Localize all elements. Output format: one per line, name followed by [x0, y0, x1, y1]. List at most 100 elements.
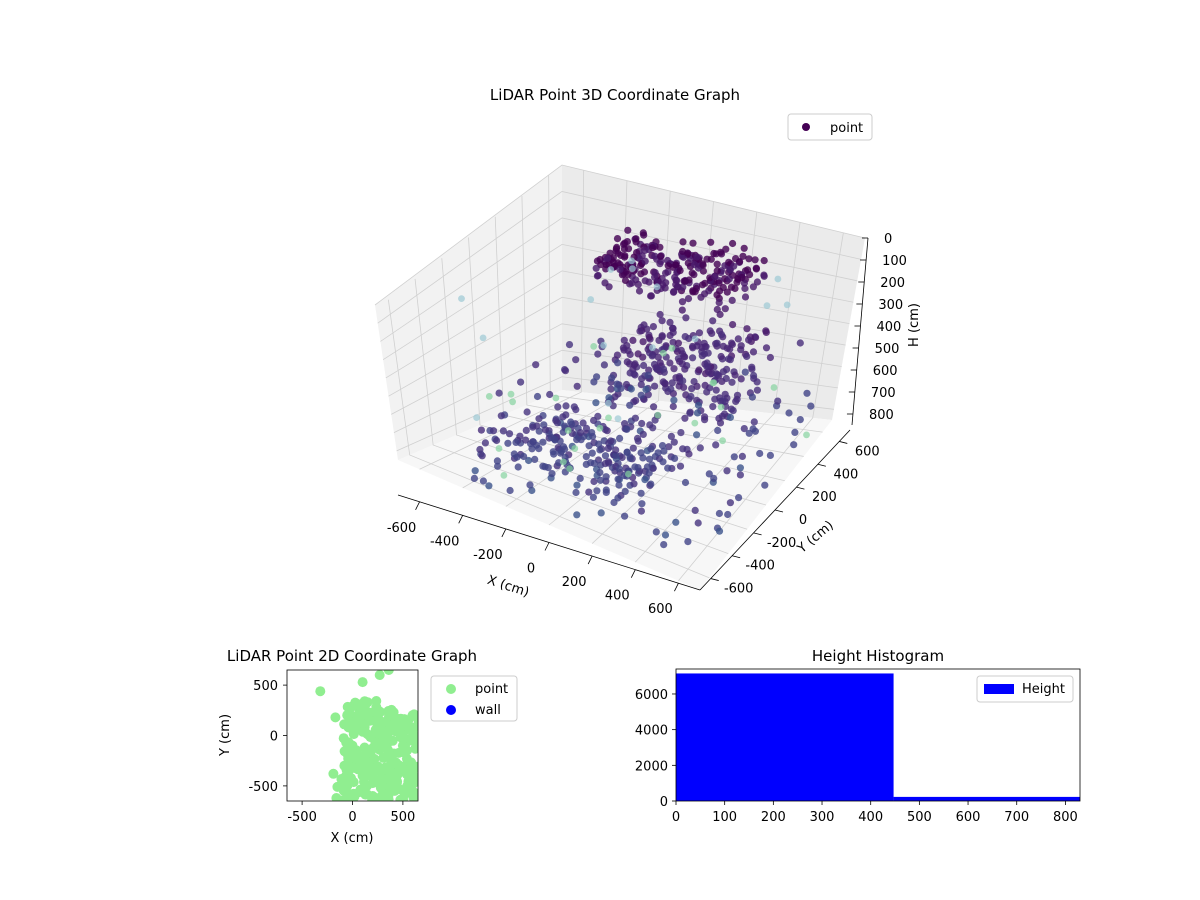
y-tick-mark	[839, 441, 848, 444]
data-point-3d	[679, 445, 687, 453]
data-point-3d	[807, 402, 815, 410]
data-point-3d	[741, 368, 749, 376]
data-point-3d	[532, 361, 540, 369]
data-point-3d	[630, 361, 638, 369]
data-point-2d	[367, 791, 378, 801]
data-point-3d	[541, 426, 550, 434]
data-point-3d	[722, 374, 730, 383]
data-point-3d	[689, 239, 697, 247]
data-point-3d	[638, 419, 646, 428]
x-tick-label-hist: 200	[761, 810, 786, 825]
legend-marker-wall-2d	[446, 705, 456, 715]
legend-label-point-2d: point	[475, 682, 508, 697]
data-point-3d	[630, 480, 638, 488]
z-tick-label: 500	[875, 342, 900, 357]
y-gridline	[387, 299, 710, 579]
data-point-3d	[672, 518, 680, 526]
data-point-3d	[668, 379, 676, 387]
data-point-3d	[649, 424, 657, 432]
data-point-3d	[723, 344, 731, 352]
data-point-2d	[390, 726, 401, 737]
data-point-3d-light	[625, 470, 632, 478]
x-tick-label-2d: -500	[287, 810, 317, 825]
data-point-3d	[621, 276, 630, 285]
data-point-2d	[347, 740, 358, 751]
data-point-3d	[647, 445, 655, 453]
z-gridline	[377, 191, 862, 324]
z-gridline	[396, 376, 834, 452]
histogram-bars	[676, 673, 1080, 801]
data-point-3d	[714, 426, 722, 435]
x-tick-mark	[458, 515, 464, 524]
x-gridline	[419, 170, 585, 470]
data-point-3d-light	[763, 302, 771, 309]
plot-frame-hist	[675, 668, 1081, 802]
histogram-bar	[676, 673, 894, 801]
data-point-3d	[582, 460, 590, 468]
data-point-3d	[737, 375, 745, 383]
ticks-hist: 0 100 200 300 400 500 600 700 800 0 2000 4000 6000	[635, 688, 1078, 825]
data-point-3d	[701, 279, 709, 287]
data-point-3d	[709, 403, 717, 411]
x-tick-label: 0	[527, 562, 535, 577]
data-point-2d	[408, 760, 418, 771]
data-point-2d	[397, 740, 408, 751]
data-point-3d	[494, 462, 502, 470]
data-point-3d-light	[717, 403, 725, 411]
y-tick-label-2d: 0	[270, 730, 278, 745]
legend-marker-point-2d	[446, 684, 456, 694]
data-point-2d	[376, 737, 387, 748]
data-point-3d	[676, 267, 684, 275]
data-point-3d	[525, 456, 533, 465]
data-point-3d-light	[659, 349, 667, 357]
data-point-3d	[593, 487, 601, 495]
data-point-3d	[679, 238, 687, 246]
x-tick-label-hist: 0	[672, 810, 680, 825]
data-point-3d	[476, 445, 484, 454]
data-point-3d	[659, 365, 668, 373]
data-point-3d	[572, 356, 580, 364]
data-point-3d	[640, 268, 649, 276]
data-point-3d	[626, 401, 634, 409]
data-point-3d	[698, 352, 706, 360]
data-point-3d-light	[509, 398, 516, 406]
data-point-3d	[565, 341, 574, 349]
ticks-2d: -500 0 500 -500 0 500	[248, 679, 415, 825]
data-point-3d	[670, 365, 678, 373]
data-point-3d	[706, 327, 714, 335]
data-point-3d	[660, 541, 668, 549]
data-point-3d	[743, 325, 751, 333]
data-point-3d	[693, 382, 701, 390]
data-point-3d	[736, 464, 745, 472]
data-point-2d	[395, 714, 406, 725]
data-point-3d	[664, 464, 672, 472]
data-point-3d	[634, 464, 642, 472]
data-point-3d	[666, 318, 674, 326]
data-point-3d-light	[691, 335, 699, 343]
data-point-3d	[678, 360, 687, 368]
data-point-3d	[680, 352, 688, 360]
data-point-3d	[595, 440, 603, 448]
data-point-3d	[681, 277, 689, 285]
data-point-3d	[639, 454, 647, 462]
data-point-3d	[796, 416, 804, 424]
data-point-3d	[529, 438, 537, 446]
data-point-3d	[615, 465, 623, 473]
data-point-3d	[604, 254, 612, 262]
data-point-3d	[590, 459, 598, 467]
data-point-3d	[651, 269, 659, 277]
y-gridline	[521, 196, 804, 457]
data-point-3d	[640, 321, 648, 329]
data-point-2d	[378, 752, 389, 763]
data-point-3d	[641, 246, 649, 254]
data-point-2d	[383, 670, 394, 675]
z-tick-label: 800	[869, 408, 894, 423]
chart-title-2d: LiDAR Point 2D Coordinate Graph	[227, 647, 477, 665]
data-point-3d	[729, 407, 737, 415]
data-point-3d	[561, 367, 570, 375]
data-point-2d	[385, 766, 396, 777]
data-point-3d	[637, 489, 645, 497]
data-point-3d	[650, 403, 658, 411]
data-point-3d	[774, 397, 782, 405]
data-point-3d	[528, 445, 536, 453]
